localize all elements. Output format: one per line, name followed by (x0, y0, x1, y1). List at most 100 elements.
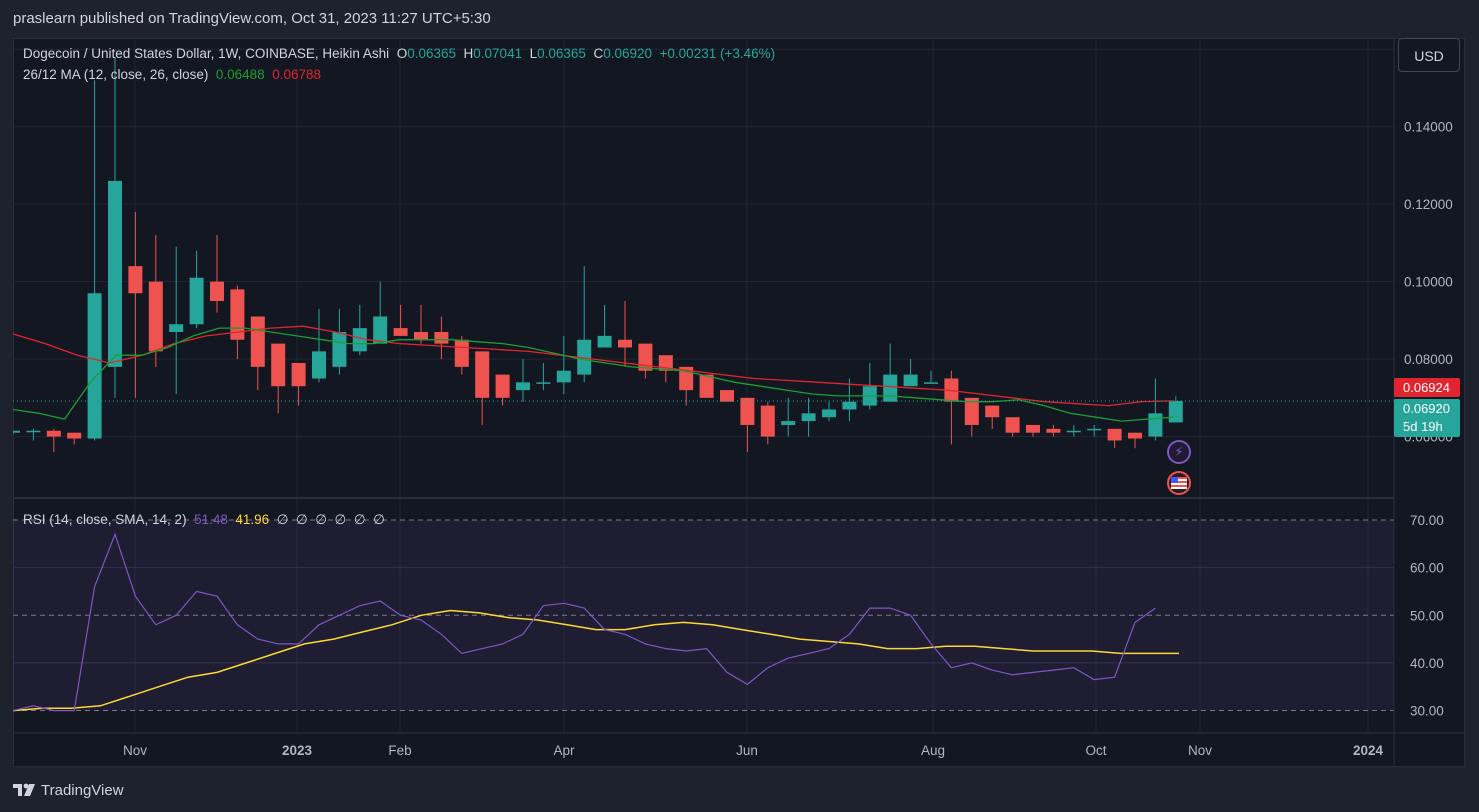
candle-body (720, 390, 734, 402)
rsi-tick-label: 30.00 (1410, 704, 1444, 719)
time-tick-label: Feb (388, 743, 411, 758)
candle-body (26, 430, 41, 433)
rsi-empty-value: ∅ (334, 512, 347, 527)
candle-body (1046, 428, 1061, 433)
candle-body (1005, 417, 1020, 433)
rsi-tick-label: 70.00 (1410, 513, 1444, 528)
candle-body (312, 351, 326, 379)
ma-label[interactable]: 26/12 MA (12, close, 26, close) (23, 67, 209, 82)
candle-body (842, 401, 857, 410)
candle-body (536, 382, 551, 384)
high-label: H (463, 46, 474, 61)
symbol-legend: Dogecoin / United States Dollar, 1W, COI… (23, 46, 775, 61)
time-tick-label: Apr (553, 743, 575, 758)
close-label: C (593, 46, 604, 61)
symbol-name[interactable]: Dogecoin / United States Dollar, 1W, COI… (23, 46, 390, 61)
change-value: +0.00231 (+3.46%) (659, 46, 776, 61)
ma-fast-value: 0.06488 (215, 67, 265, 82)
ma-slow-line (13, 325, 1174, 407)
chart-canvas[interactable]: 0.160000.140000.120000.100000.080000.060… (13, 38, 1465, 767)
candle-body (495, 374, 510, 398)
rsi-legend: RSI (14, close, SMA, 14, 2) 51.48 41.96 … (23, 512, 385, 528)
rsi-tick-label: 40.00 (1410, 656, 1444, 671)
time-tick-label: Nov (1188, 743, 1212, 758)
ma-slow-price-tag: 0.06924 (1394, 378, 1460, 397)
published-text: praslearn published on TradingView.com, … (13, 10, 491, 27)
candle-body (964, 397, 979, 425)
candle-body (1128, 432, 1142, 439)
rsi-label[interactable]: RSI (14, close, SMA, 14, 2) (23, 512, 187, 527)
candle-body (801, 413, 816, 422)
rsi-value: 51.48 (194, 512, 228, 527)
candle-body (699, 374, 714, 398)
candle-body (1148, 413, 1163, 437)
ma-legend: 26/12 MA (12, close, 26, close) 0.06488 … (23, 67, 321, 82)
price-tick-label: 0.12000 (1404, 197, 1453, 212)
candle-body (822, 409, 836, 418)
candle-body (250, 316, 265, 367)
rsi-empty-value: ∅ (295, 512, 308, 527)
rsi-tick-label: 60.00 (1410, 561, 1444, 576)
candle-body (332, 331, 347, 367)
ma-slow-value: 0.06788 (272, 67, 322, 82)
candle-body (1087, 428, 1102, 431)
close-value: 0.06920 (603, 46, 653, 61)
candle-body (13, 430, 20, 433)
candle-body (271, 343, 286, 387)
time-tick-label: 2024 (1353, 743, 1384, 758)
rsi-band (13, 519, 1394, 711)
candle-body (393, 328, 408, 336)
footer-brand: TradingView (41, 782, 124, 799)
candle-body (760, 405, 775, 437)
candle-body (740, 397, 755, 425)
candle-body (46, 430, 61, 437)
candle-body (475, 351, 490, 398)
candle-body (148, 281, 163, 352)
time-tick-label: 2023 (282, 743, 313, 758)
candle-body (638, 343, 653, 371)
candle-body (597, 335, 612, 348)
candle-body (373, 316, 388, 344)
last-price-tag-value: 0.06920 (1403, 401, 1450, 416)
lightning-icon[interactable]: ⚡ (1167, 440, 1191, 464)
us-flag-icon[interactable] (1167, 471, 1191, 495)
low-label: L (529, 46, 538, 61)
candle-body (1026, 424, 1040, 433)
ma-fast-line (13, 327, 1174, 422)
time-tick-label: Aug (921, 743, 945, 758)
open-value: 0.06365 (407, 46, 457, 61)
tradingview-logo-icon (13, 783, 35, 796)
price-tick-label: 0.08000 (1404, 352, 1453, 367)
candle-body (87, 293, 102, 439)
candle-body (189, 277, 204, 325)
candle-body (883, 374, 898, 402)
time-tick-label: Nov (123, 743, 147, 758)
time-axis[interactable]: Nov 2023 Feb Apr Jun Aug Oct Nov 2024 (123, 743, 1384, 758)
candle-body (291, 362, 306, 387)
rsi-sma-value: 41.96 (235, 512, 270, 527)
candle-body (169, 324, 184, 332)
rsi-line (13, 532, 1156, 712)
bar-countdown: 5d 19h (1403, 419, 1443, 434)
candle-body (434, 331, 449, 344)
open-label: O (396, 46, 408, 61)
rsi-empty-value: ∅ (373, 512, 385, 527)
candle-body (924, 382, 938, 384)
candle-body (210, 281, 224, 302)
candle-body (414, 331, 428, 340)
candle-body (556, 370, 571, 383)
candle-body (454, 339, 469, 367)
low-value: 0.06365 (537, 46, 586, 61)
rsi-axis[interactable]: 70.00 60.00 50.00 40.00 30.00 (1410, 513, 1444, 719)
chart-frame (13, 38, 1465, 767)
candle-body (618, 339, 632, 348)
candle-body (577, 339, 592, 375)
candle-body (516, 382, 530, 391)
price-tick-label: 0.10000 (1404, 275, 1453, 290)
candle-body (781, 421, 796, 425)
currency-button[interactable]: USD (1398, 38, 1460, 72)
candle-body (67, 432, 82, 439)
candle-body (128, 266, 143, 294)
ma-slow-price-tag-label: 0.06924 (1403, 380, 1450, 395)
time-tick-label: Oct (1085, 743, 1106, 758)
